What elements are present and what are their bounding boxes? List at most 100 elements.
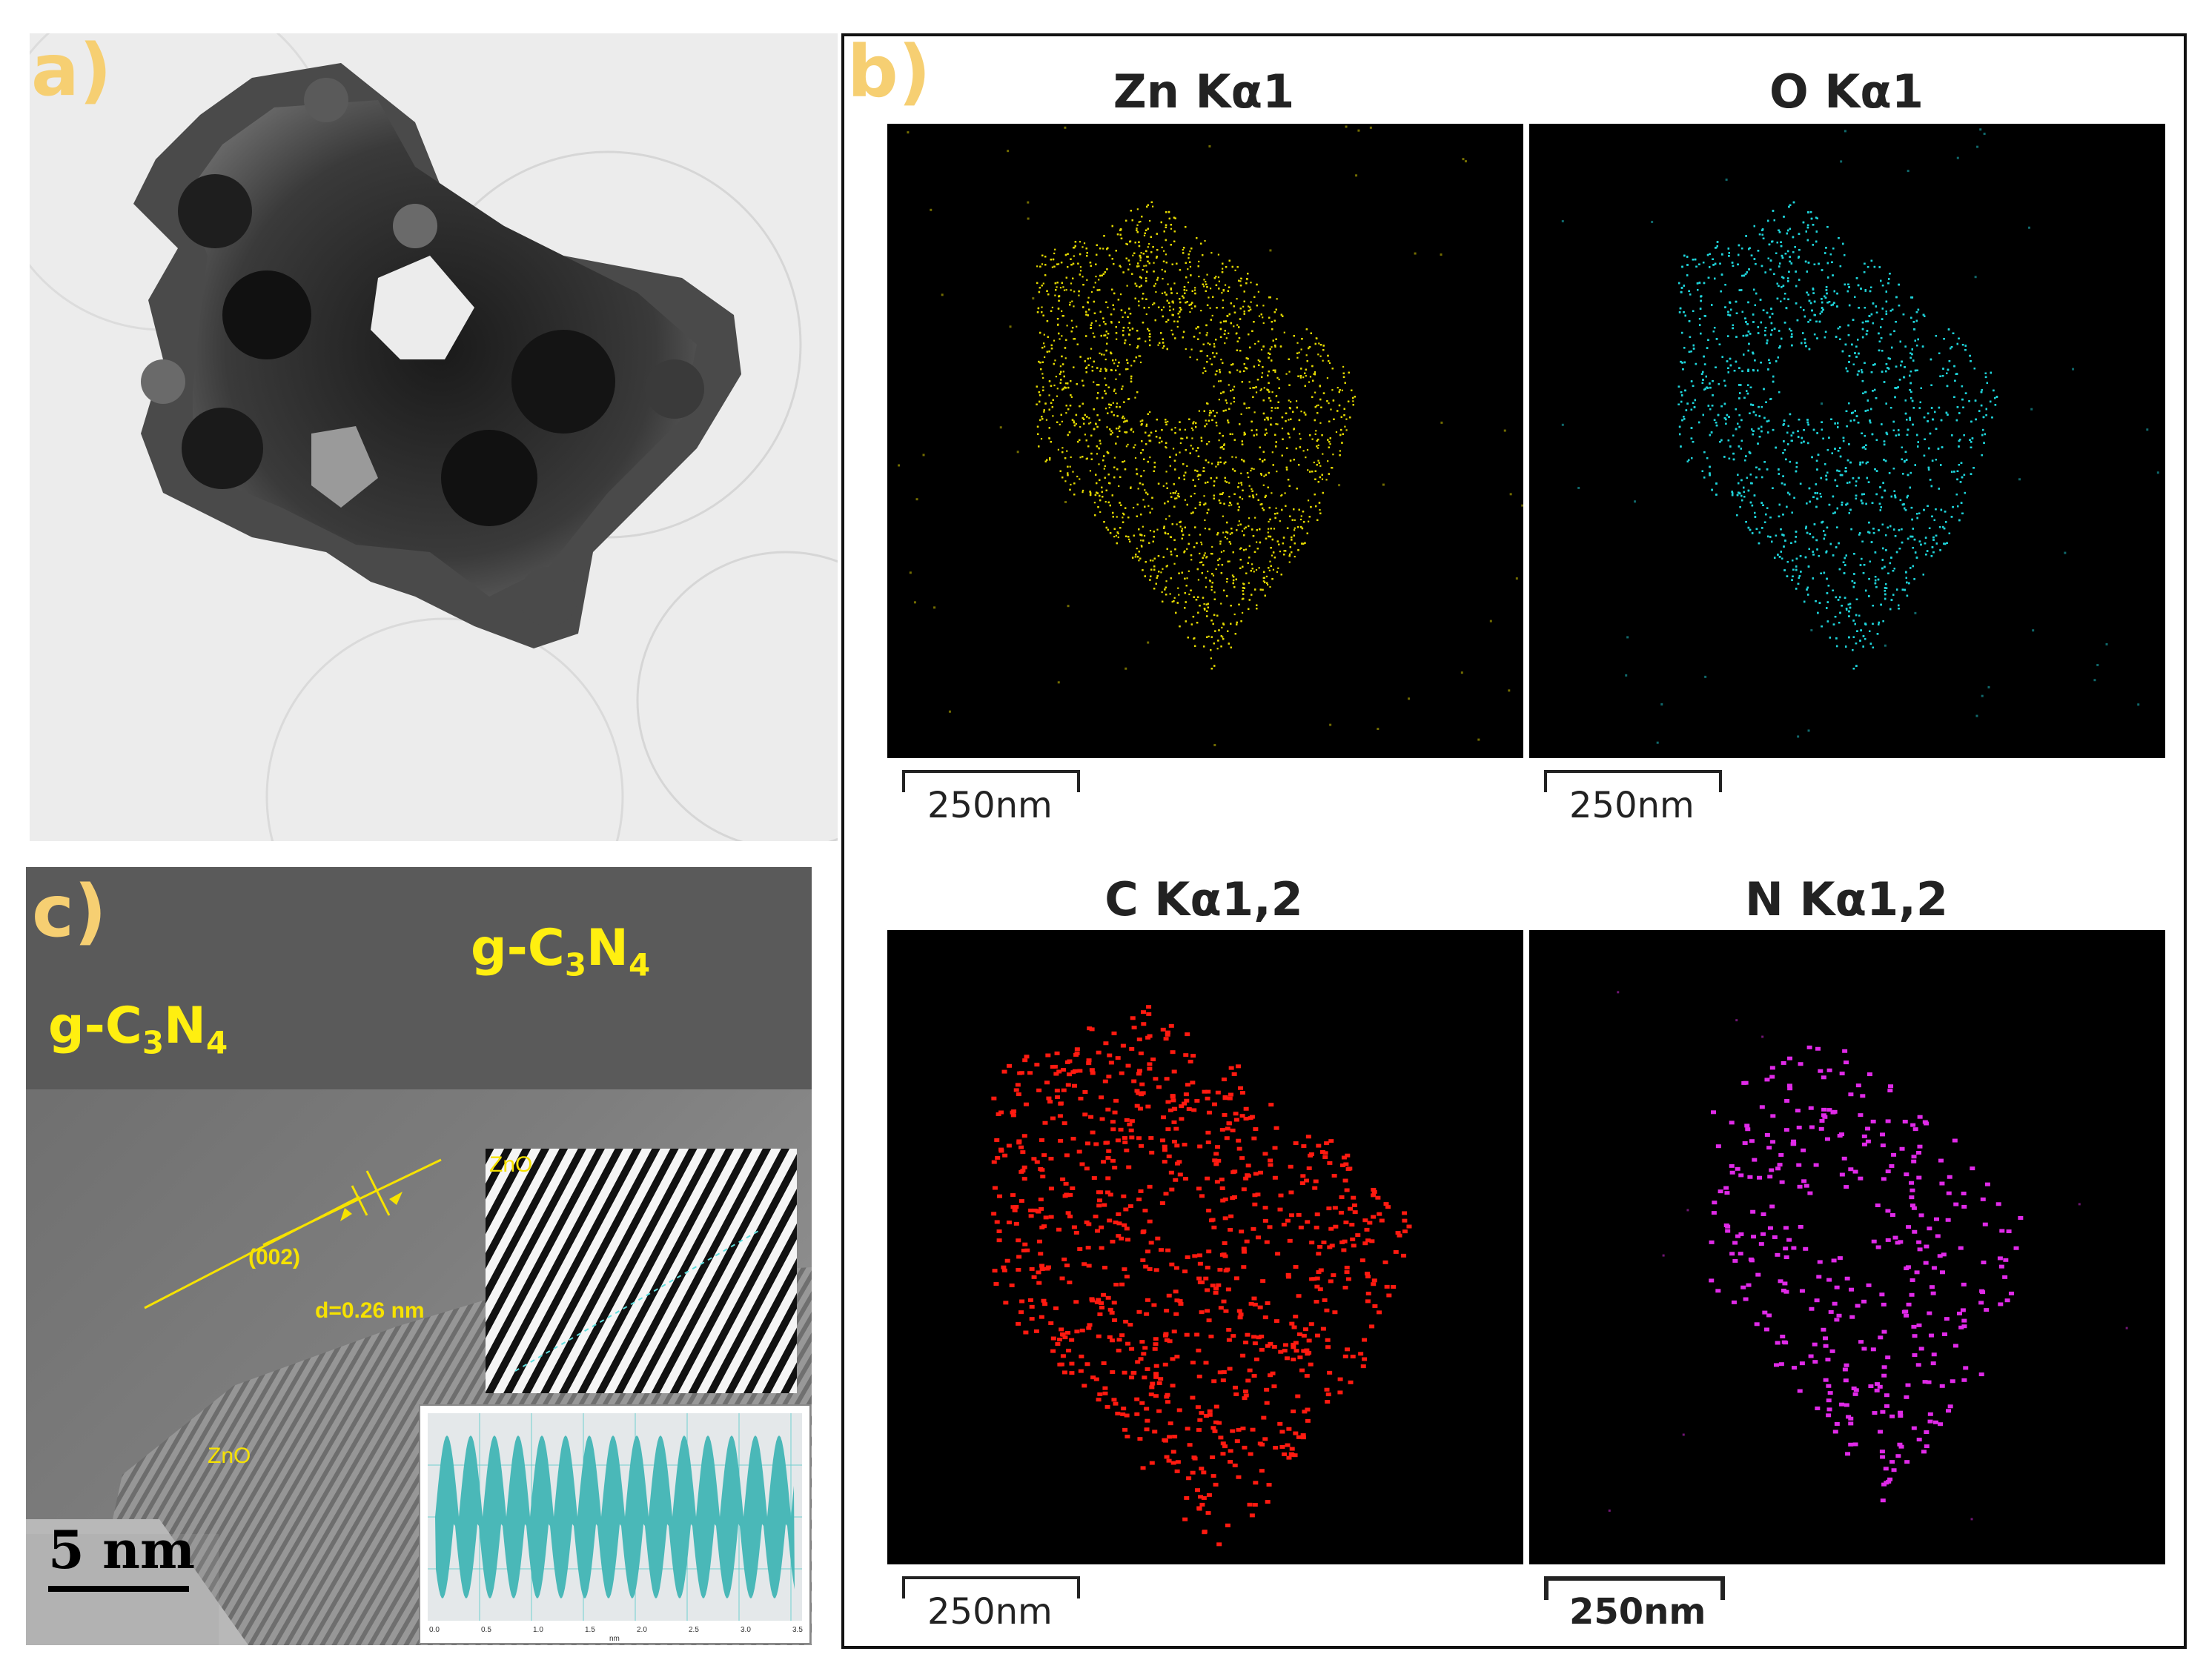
eds-dot — [1300, 411, 1302, 413]
eds-dot — [1145, 423, 1148, 425]
eds-dot — [1090, 422, 1092, 424]
eds-dot — [1189, 356, 1191, 359]
eds-dot — [1149, 339, 1151, 342]
eds-dot — [1092, 332, 1094, 334]
eds-dot — [1082, 491, 1084, 494]
eds-dot — [1079, 266, 1082, 268]
eds-dot — [1238, 520, 1240, 522]
eds-dot — [1075, 422, 1077, 425]
eds-dot — [1187, 282, 1190, 284]
eds-dot — [1119, 293, 1122, 296]
eds-dot — [1192, 429, 1194, 431]
eds-dot — [1267, 528, 1270, 530]
eds-dot — [1250, 282, 1252, 284]
eds-dot — [1093, 286, 1095, 288]
eds-dot — [1124, 431, 1126, 434]
eds-dot — [1099, 325, 1101, 327]
eds-dot — [1175, 490, 1177, 492]
eds-dot — [1179, 442, 1182, 445]
eds-dot — [1254, 517, 1256, 519]
eds-dot — [1113, 536, 1116, 538]
eds-dot — [1245, 407, 1248, 409]
eds-dot — [1115, 359, 1117, 361]
eds-dot — [1122, 512, 1124, 514]
eds-dot — [1053, 339, 1056, 342]
eds-dot — [1070, 483, 1072, 486]
eds-dot — [1090, 290, 1093, 293]
eds-dot — [1189, 265, 1192, 268]
eds-dot — [1056, 395, 1059, 397]
eds-dot — [1206, 273, 1208, 276]
eds-dot — [1266, 583, 1269, 586]
eds-dot — [1228, 496, 1230, 498]
eds-dot — [1115, 534, 1118, 537]
eds-dot — [1326, 377, 1329, 379]
profile-unit-label: nm — [609, 1635, 620, 1643]
eds-dot — [1331, 389, 1334, 391]
eds-dot — [1162, 278, 1164, 280]
eds-dot — [1228, 384, 1230, 386]
eds-dot — [1341, 389, 1343, 391]
eds-dot — [1102, 248, 1104, 250]
eds-dot — [1179, 316, 1181, 318]
eds-dot — [1332, 454, 1334, 456]
eds-dot — [1073, 305, 1075, 308]
eds-dot — [1165, 580, 1167, 582]
eds-dot — [1198, 260, 1200, 263]
eds-dot — [1317, 459, 1319, 462]
eds-dot — [1182, 437, 1184, 439]
eds-dot — [1059, 423, 1061, 425]
eds-dot — [1172, 448, 1175, 450]
eds-dot — [1098, 463, 1100, 465]
profile-tick-label: 3.5 — [792, 1626, 803, 1634]
eds-dot — [1091, 365, 1093, 368]
eds-dot — [1262, 316, 1264, 319]
eds-dot — [1254, 342, 1256, 345]
eds-dot — [1339, 450, 1341, 452]
eds-dot — [1100, 368, 1102, 370]
profile-tick-label: 1.5 — [585, 1626, 595, 1634]
eds-dot — [1089, 357, 1092, 359]
eds-dot — [1161, 246, 1163, 248]
eds-dot — [1064, 357, 1067, 359]
eds-dot — [1043, 411, 1045, 413]
eds-dot — [1296, 356, 1299, 359]
eds-dot — [1288, 553, 1291, 555]
eds-dot — [1233, 400, 1235, 403]
eds-dot — [1117, 536, 1119, 539]
eds-dot — [1325, 479, 1328, 481]
eds-dot — [1176, 497, 1178, 499]
eds-dot — [1288, 419, 1290, 421]
eds-dot — [1070, 396, 1073, 398]
eds-dot — [1048, 394, 1050, 396]
eds-dot — [1157, 276, 1159, 279]
profile-tick-label: 3.0 — [741, 1626, 751, 1634]
eds-dot — [1313, 461, 1315, 464]
eds-dot — [1134, 556, 1136, 558]
eds-dot — [1147, 246, 1149, 248]
eds-dot — [1201, 543, 1203, 545]
eds-dot — [1049, 459, 1051, 461]
eds-dot — [1165, 518, 1167, 520]
eds-dot — [1269, 585, 1271, 588]
eds-dot — [1168, 515, 1170, 517]
eds-dot — [1276, 571, 1279, 573]
eds-dot — [1122, 517, 1124, 519]
eds-dot — [1288, 371, 1291, 373]
eds-dot — [1241, 598, 1243, 600]
eds-dot — [1139, 220, 1142, 223]
eds-dot — [1138, 265, 1140, 268]
eds-dot — [1119, 266, 1122, 268]
eds-dot — [1284, 492, 1286, 494]
eds-dot — [1256, 494, 1258, 496]
eds-dot — [1059, 365, 1061, 368]
eds-dot — [1115, 378, 1117, 380]
eds-dot — [1276, 298, 1278, 300]
eds-dot — [1241, 530, 1244, 532]
eds-dot — [1222, 491, 1225, 494]
eds-dot — [1189, 250, 1191, 253]
eds-dot — [1161, 292, 1164, 294]
eds-dot — [1271, 346, 1273, 348]
eds-dot — [1307, 469, 1309, 471]
eds-dot — [1116, 402, 1119, 405]
